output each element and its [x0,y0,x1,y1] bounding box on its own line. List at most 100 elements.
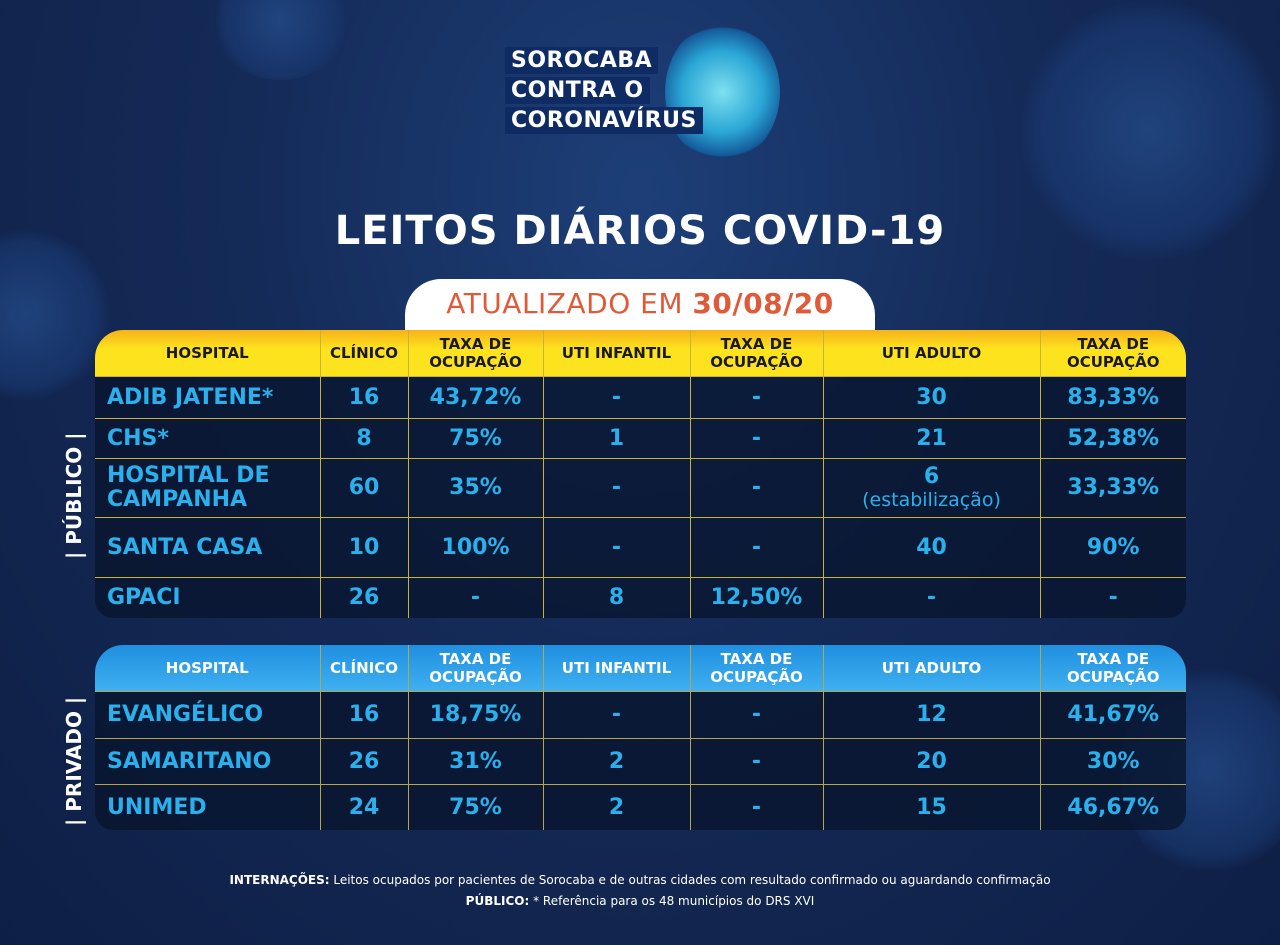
cell-value: 30% [1086,748,1140,774]
cell-value: 16 [348,384,380,410]
table-cell: - [407,576,544,618]
table-cell: - [689,457,824,518]
table-cell: 60 [319,457,409,518]
table-cell: SAMARITANO [95,737,321,785]
cell-value: 31% [449,748,502,774]
table-cell: 75% [407,417,544,459]
cell-note: (estabilização) [862,489,1001,511]
table-cell: 8 [319,417,409,459]
virus-decoration [210,0,350,80]
privado-label: | PRIVADO | [62,696,86,826]
column-header: UTI INFANTIL [542,645,691,692]
footer-line-1: INTERNAÇÕES: Leitos ocupados por pacient… [0,873,1280,887]
table-cell: SANTA CASA [95,516,321,578]
cell-value: - [611,702,622,727]
column-header: UTI ADULTO [822,645,1041,692]
cell-value: 83,33% [1067,384,1160,410]
table-cell: UNIMED [95,783,321,830]
cell-value: 20 [916,748,947,774]
cell-value: 8 [608,585,625,611]
cell-value: 12,50% [710,585,803,611]
table-cell: 33,33% [1039,457,1186,518]
table-cell: 24 [319,783,409,830]
table-cell: CHS* [95,417,321,459]
cell-value: - [751,534,762,560]
cell-value: - [611,475,622,500]
cell-value: 1 [608,425,625,451]
table-cell: 52,38% [1039,417,1186,459]
table-cell: 2 [542,737,691,785]
logo-line: SOROCABA [505,47,659,74]
table-row: SANTA CASA 10 100% - - 40 90% [95,516,1186,578]
table-cell: ADIB JATENE* [95,375,321,419]
column-header: CLÍNICO [319,645,409,692]
table-cell: - [542,457,691,518]
table-cell: 46,67% [1039,783,1186,830]
table-cell: EVANGÉLICO [95,690,321,739]
cell-value: - [611,384,622,410]
public-table: HOSPITAL CLÍNICO TAXA DE OCUPAÇÃO UTI INFAN… [95,330,1186,618]
table-row: UNIMED 24 75% 2 - 15 46,67% [95,783,1186,830]
cell-value: 75% [449,425,502,451]
cell-value: 35% [449,475,502,500]
virus-decoration [1020,0,1280,260]
cell-value: 15 [916,794,947,820]
cell-value: - [611,534,622,560]
cell-value: - [1108,585,1118,611]
cell-value: EVANGÉLICO [107,702,264,727]
cell-value: 33,33% [1067,475,1160,500]
updated-label: ATUALIZADO EM [446,287,683,320]
cell-value: 8 [356,425,372,451]
table-cell: HOSPITAL DE CAMPANHA [95,457,321,518]
table-row: SAMARITANO 26 31% 2 - 20 30% [95,737,1186,785]
cell-value: - [751,384,762,410]
column-header: TAXA DE OCUPAÇÃO [689,645,824,692]
table-cell: - [542,516,691,578]
column-header: TAXA DE OCUPAÇÃO [1039,330,1186,377]
table-cell: GPACI [95,576,321,618]
cell-value: 2 [608,748,625,774]
table-cell: 12 [822,690,1041,739]
cell-value: 26 [348,585,380,611]
cell-value: 12 [916,702,947,727]
cell-value: GPACI [107,585,181,611]
cell-value: 26 [348,748,380,774]
column-header: HOSPITAL [95,330,321,377]
table-cell: 26 [319,737,409,785]
table-cell: - [1039,576,1186,618]
table-cell: 10 [319,516,409,578]
table-cell: 41,67% [1039,690,1186,739]
updated-badge: ATUALIZADO EM 30/08/20 [405,279,875,331]
table-cell: 31% [407,737,544,785]
table-row: CHS* 8 75% 1 - 21 52,38% [95,417,1186,459]
footer-text: Leitos ocupados por pacientes de Sorocab… [329,873,1051,887]
column-header: TAXA DE OCUPAÇÃO [689,330,824,377]
footer-line-2: PÚBLICO: * Referência para os 48 municíp… [0,894,1280,908]
logo: SOROCABA CONTRA O CORONAVÍRUS [505,22,785,167]
cell-value: 6 [923,464,940,489]
table-cell: 26 [319,576,409,618]
cell-value: SAMARITANO [107,748,272,774]
cell-value: 60 [348,475,380,500]
cell-value: 100% [441,534,510,560]
table-cell: - [689,516,824,578]
table-cell: 21 [822,417,1041,459]
table-cell: 43,72% [407,375,544,419]
table-cell: 35% [407,457,544,518]
cell-value: 90% [1086,534,1140,560]
logo-line: CONTRA O [505,77,650,104]
table-cell: 12,50% [689,576,824,618]
cell-value: - [751,748,762,774]
column-header: TAXA DE OCUPAÇÃO [407,645,544,692]
column-header: CLÍNICO [319,330,409,377]
cell-value: ADIB JATENE* [107,384,274,410]
cell-value: HOSPITAL DE CAMPANHA [107,462,270,512]
table-cell: 8 [542,576,691,618]
page-title: LEITOS DIÁRIOS COVID-19 [334,208,946,254]
table-cell: - [542,375,691,419]
updated-date: 30/08/20 [692,287,834,320]
table-cell: 30 [822,375,1041,419]
table-row: HOSPITAL DE CAMPANHA 60 35% - - 6 (estabilizaç… [95,457,1186,518]
table-cell: 30% [1039,737,1186,785]
table-cell: - [689,737,824,785]
